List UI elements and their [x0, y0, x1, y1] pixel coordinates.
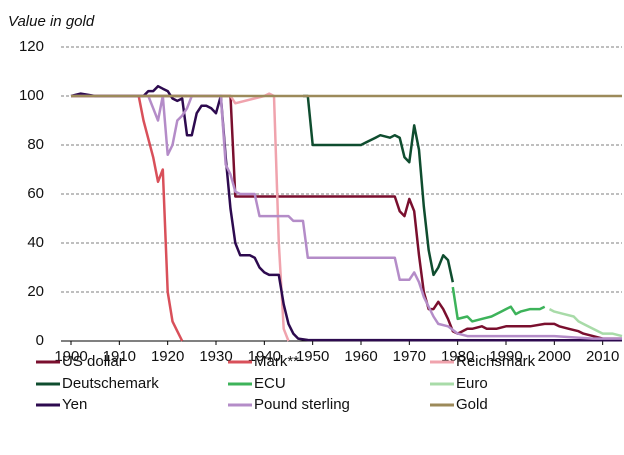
- y-tick-label: 0: [36, 332, 44, 349]
- series-line: [71, 94, 622, 340]
- series-line: [548, 307, 623, 338]
- x-tick-label: 1960: [344, 348, 377, 365]
- x-tick-label: 1990: [489, 348, 522, 365]
- legend-label: US dollar: [62, 353, 124, 370]
- x-tick-label: 1970: [393, 348, 426, 365]
- x-tick-label: 2010: [586, 348, 619, 365]
- x-tick-label: 1940: [248, 348, 281, 365]
- x-tick-label: 2000: [538, 348, 571, 365]
- x-tick-label: 1910: [103, 348, 136, 365]
- chart-title: Value in gold: [8, 13, 95, 30]
- legend-label: ECU: [254, 375, 286, 392]
- series-line: [70, 84, 623, 342]
- x-tick-label: 1950: [296, 348, 329, 365]
- series-line: [71, 94, 622, 340]
- y-tick-label: 20: [27, 283, 44, 300]
- legend-label: Gold: [456, 396, 488, 413]
- y-tick-label: 80: [27, 136, 44, 153]
- y-tick-label: 100: [19, 87, 44, 104]
- legend-label: Reichsmark: [456, 353, 536, 370]
- series-line: [71, 94, 184, 342]
- y-tick-label: 120: [19, 38, 44, 55]
- series-line: [303, 94, 455, 283]
- legend-label: Yen: [62, 396, 87, 413]
- y-tick-label: 60: [27, 185, 44, 202]
- legend-label: Deutschemark: [62, 375, 159, 392]
- y-tick-label: 40: [27, 234, 44, 251]
- series-line: [451, 286, 546, 323]
- legend-label: Mark**: [254, 353, 299, 370]
- x-tick-label: 1900: [54, 348, 87, 365]
- legend-label: Pound sterling: [254, 396, 350, 413]
- x-tick-label: 1930: [199, 348, 232, 365]
- x-tick-label: 1920: [151, 348, 184, 365]
- legend-label: Euro: [456, 375, 488, 392]
